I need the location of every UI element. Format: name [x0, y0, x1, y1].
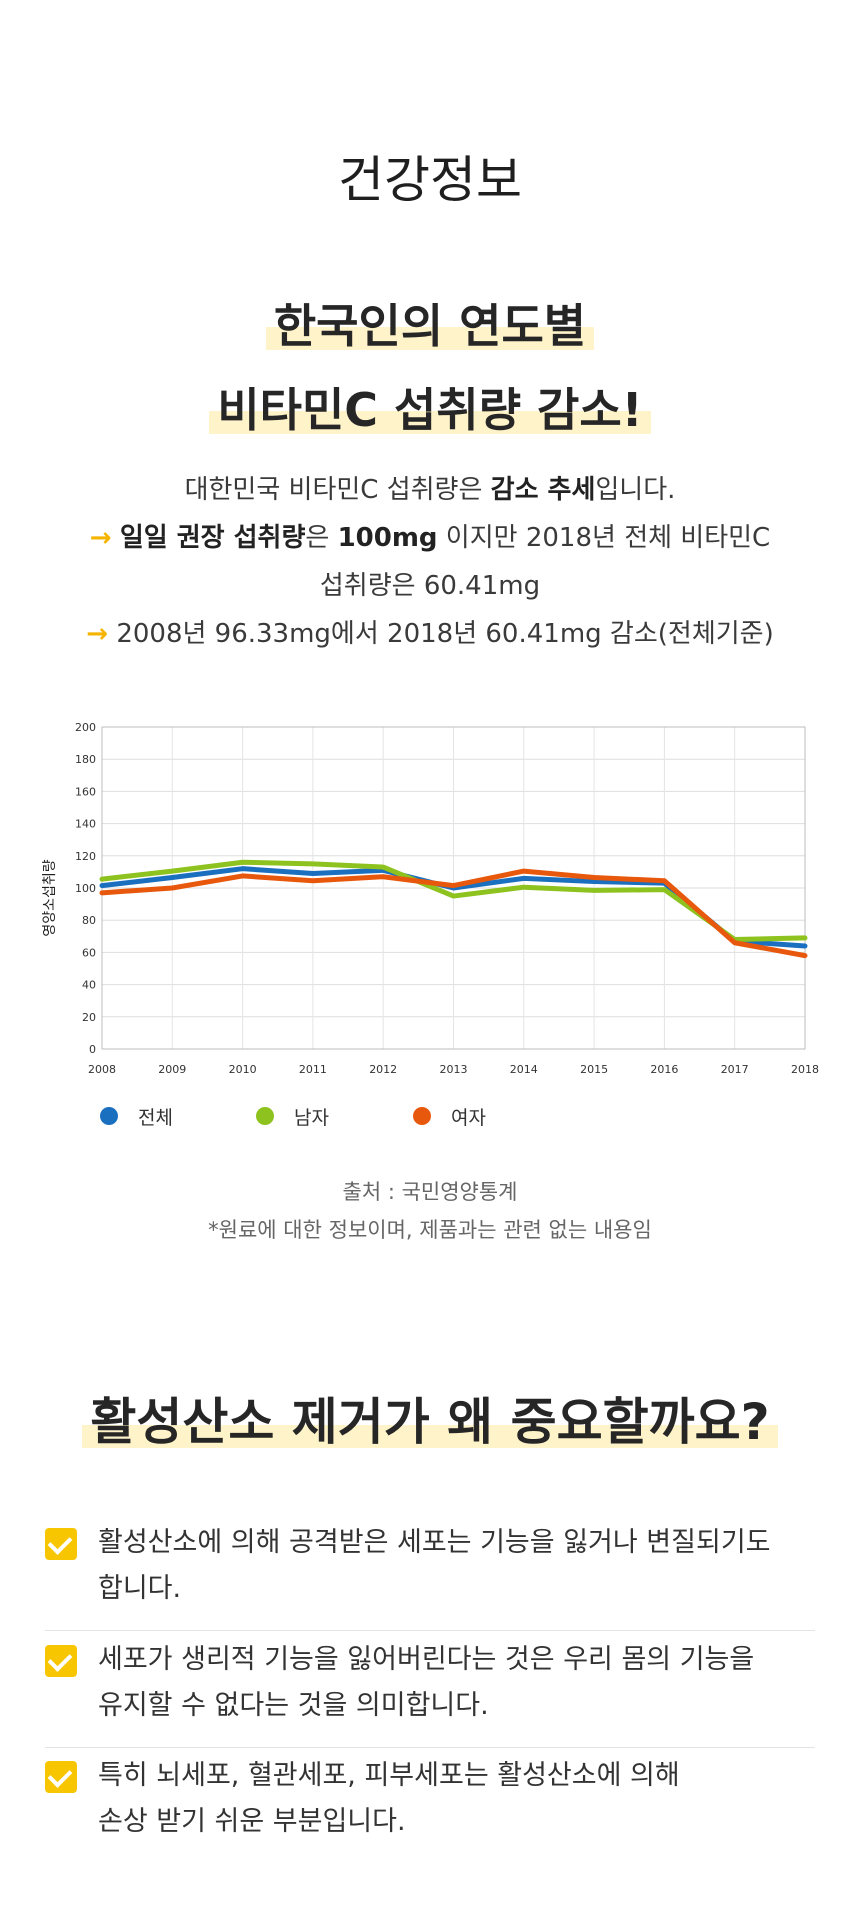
checklist-text: 특히 뇌세포, 혈관세포, 피부세포는 활성산소에 의해 손상 받기 쉬운 부분…: [98, 1753, 818, 1845]
disclaimer-line: *원료에 대한 정보이며, 제품과는 관련 없는 내용임: [208, 1218, 652, 1242]
checklist-item: 특히 뇌세포, 혈관세포, 피부세포는 활성산소에 의해 손상 받기 쉬운 부분…: [45, 1753, 815, 1863]
x-tick-label: 2015: [580, 1063, 608, 1076]
checklist-line-1: 특히 뇌세포, 혈관세포, 피부세포는 활성산소에 의해: [98, 1760, 680, 1791]
y-tick-label: 200: [75, 721, 96, 734]
desc2-text-b: 이지만 2018년 전체 비타민C: [437, 523, 771, 553]
y-tick-label: 180: [75, 753, 96, 766]
x-tick-label: 2016: [650, 1063, 678, 1076]
headline-line-1: 한국인의 연도별: [0, 290, 860, 356]
checklist-text: 활성산소에 의해 공격받은 세포는 기능을 잃거나 변질되기도 합니다.: [98, 1520, 818, 1612]
source-line: 출처 : 국민영양통계: [342, 1180, 518, 1204]
checklist-item: 활성산소에 의해 공격받은 세포는 기능을 잃거나 변질되기도 합니다.: [45, 1520, 815, 1631]
checkbox-checked-icon: [45, 1761, 77, 1793]
x-tick-label: 2017: [721, 1063, 749, 1076]
description-line-1: 대한민국 비타민C 섭취량은 감소 추세입니다.: [0, 466, 860, 514]
legend-item-male: 남자: [256, 1098, 329, 1134]
desc2-text-a: 은: [305, 523, 338, 553]
checklist-text: 세포가 생리적 기능을 잃어버린다는 것은 우리 몸의 기능을 유지할 수 없다…: [98, 1637, 818, 1729]
y-tick-label: 120: [75, 850, 96, 863]
y-tick-label: 20: [82, 1011, 96, 1024]
y-tick-label: 40: [82, 979, 96, 992]
x-tick-label: 2014: [510, 1063, 538, 1076]
page-title: 건강정보: [338, 151, 522, 209]
x-tick-label: 2013: [440, 1063, 468, 1076]
desc1-text-b: 입니다.: [595, 475, 676, 505]
headline-line-2: 비타민C 섭취량 감소!: [0, 374, 860, 440]
checklist-line-2: 합니다.: [98, 1573, 182, 1604]
legend-dot-icon: [100, 1107, 118, 1125]
x-tick-label: 2009: [158, 1063, 186, 1076]
series-line: [99, 868, 808, 959]
headline-line-2-text: 비타민C 섭취량 감소!: [209, 383, 651, 437]
desc2-bold-a: 일일 권장 섭취량: [119, 523, 306, 553]
desc4-text: 2008년 96.33mg에서 2018년 60.41mg 감소(전체기준): [116, 619, 774, 649]
x-tick-label: 2012: [369, 1063, 397, 1076]
checkbox-checked-icon: [45, 1528, 77, 1560]
y-axis-label: 영양소섭취량: [42, 859, 58, 936]
x-tick-label: 2008: [88, 1063, 116, 1076]
x-tick-label: 2018: [791, 1063, 819, 1076]
checklist-line-1: 활성산소에 의해 공격받은 세포는 기능을 잃거나 변질되기도: [98, 1527, 771, 1558]
headline-line-1-text: 한국인의 연도별: [265, 299, 595, 353]
description-line-2: → 일일 권장 섭취량은 100mg 이지만 2018년 전체 비타민C: [0, 514, 860, 562]
checkbox-checked-icon: [45, 1645, 77, 1677]
legend-label: 여자: [451, 1106, 486, 1129]
legend-label: 전체: [138, 1106, 173, 1129]
checklist-line-2: 유지할 수 없다는 것을 의미합니다.: [98, 1690, 489, 1721]
vitamin-c-line-chart: 0 20 40 60 80 100 120 140 160 180 200 2008 2009 2010 2…: [42, 721, 819, 1076]
description-line-4: → 2008년 96.33mg에서 2018년 60.41mg 감소(전체기준): [0, 610, 860, 658]
legend-label: 남자: [294, 1106, 329, 1129]
x-tick-label: 2011: [299, 1063, 327, 1076]
question-title: 활성산소 제거가 왜 중요할까요?: [0, 1382, 860, 1454]
legend-dot-icon: [413, 1107, 431, 1125]
legend-item-total: 전체: [100, 1098, 173, 1134]
question-title-text: 활성산소 제거가 왜 중요할까요?: [82, 1393, 778, 1451]
y-tick-label: 60: [82, 946, 96, 959]
checklist-line-1: 세포가 생리적 기능을 잃어버린다는 것은 우리 몸의 기능을: [98, 1644, 755, 1675]
desc1-text-a: 대한민국 비타민C 섭취량은: [184, 475, 491, 505]
legend-item-female: 여자: [413, 1098, 486, 1134]
y-tick-label: 0: [89, 1043, 96, 1056]
y-tick-label: 80: [82, 914, 96, 927]
description-line-3: 섭취량은 60.41mg: [319, 571, 541, 601]
desc1-bold: 감소 추세: [490, 475, 596, 505]
y-tick-label: 160: [75, 785, 96, 798]
arrow-icon: →: [86, 619, 109, 649]
checklist-line-2: 손상 받기 쉬운 부분입니다.: [98, 1806, 406, 1837]
legend-dot-icon: [256, 1107, 274, 1125]
desc2-bold-b: 100mg: [337, 523, 438, 553]
series-line: [99, 859, 808, 943]
y-tick-label: 100: [75, 882, 96, 895]
y-tick-label: 140: [75, 818, 96, 831]
x-tick-label: 2010: [229, 1063, 257, 1076]
arrow-icon: →: [89, 523, 112, 553]
checklist-item: 세포가 생리적 기능을 잃어버린다는 것은 우리 몸의 기능을 유지할 수 없다…: [45, 1637, 815, 1748]
